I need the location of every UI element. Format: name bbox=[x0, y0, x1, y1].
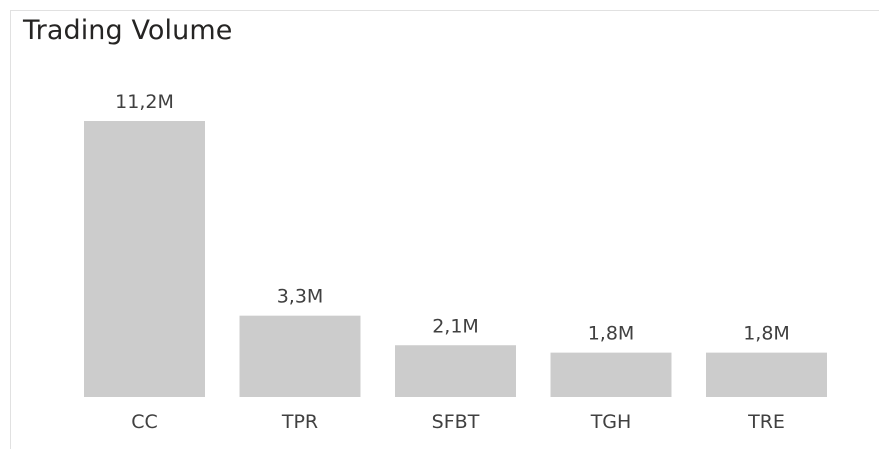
chart-title: Trading Volume bbox=[23, 15, 233, 46]
bar-cc[interactable] bbox=[84, 121, 205, 397]
data-label-tpr: 3,3M bbox=[277, 286, 324, 308]
bar-tre[interactable] bbox=[706, 352, 827, 397]
data-label-tgh: 1,8M bbox=[588, 323, 635, 345]
chart-card: Trading Volume 11,2M CC 3,3M TPR 2,1M SFBT 1,8… bbox=[10, 10, 879, 449]
data-label-cc: 11,2M bbox=[115, 91, 174, 113]
x-tick-sfbt: SFBT bbox=[432, 411, 480, 433]
x-tick-cc: CC bbox=[131, 411, 158, 433]
bar-chart-svg: 11,2M CC 3,3M TPR 2,1M SFBT 1,8M TGH 1,8M TRE bbox=[84, 91, 827, 433]
x-tick-tre: TRE bbox=[747, 411, 785, 433]
bar-tgh[interactable] bbox=[550, 352, 672, 397]
x-tick-tgh: TGH bbox=[590, 411, 632, 433]
bar-tpr[interactable] bbox=[239, 315, 361, 397]
data-label-tre: 1,8M bbox=[743, 323, 790, 345]
x-tick-tpr: TPR bbox=[281, 411, 318, 433]
bar-sfbt[interactable] bbox=[395, 345, 516, 397]
data-label-sfbt: 2,1M bbox=[432, 315, 479, 337]
